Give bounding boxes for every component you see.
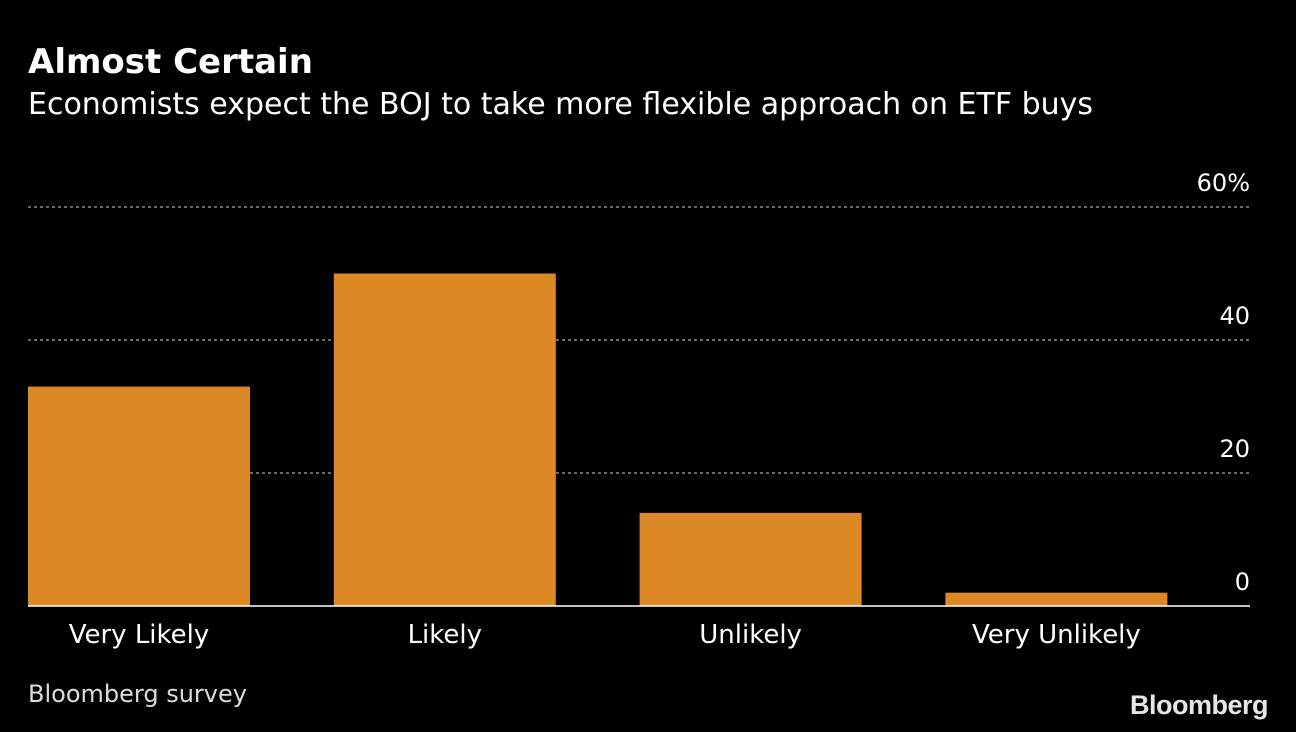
y-tick-label: 20 [1219, 435, 1250, 463]
bars [28, 273, 1168, 606]
source-note: Bloomberg survey [28, 680, 247, 708]
y-tick-label: 40 [1219, 302, 1250, 330]
x-axis-labels: Very Likely Likely Unlikely Very Unlikely [69, 620, 1141, 650]
y-tick-label: 60% [1197, 169, 1250, 197]
x-tick-label: Very Unlikely [972, 620, 1141, 650]
y-tick-label: 0 [1235, 568, 1250, 596]
bar-very-likely [28, 386, 250, 606]
x-tick-label: Very Likely [69, 620, 210, 650]
bar-unlikely [639, 512, 862, 606]
chart-title: Almost Certain [28, 42, 313, 82]
bar-very-unlikely [945, 592, 1168, 606]
bar-likely [333, 273, 556, 606]
x-tick-label: Unlikely [699, 620, 802, 650]
chart-subtitle: Economists expect the BOJ to take more f… [28, 87, 1094, 122]
y-axis-ticks: 0 20 40 60% [1197, 169, 1250, 596]
bloomberg-logo: Bloomberg [1129, 690, 1269, 720]
x-tick-label: Likely [408, 620, 482, 650]
